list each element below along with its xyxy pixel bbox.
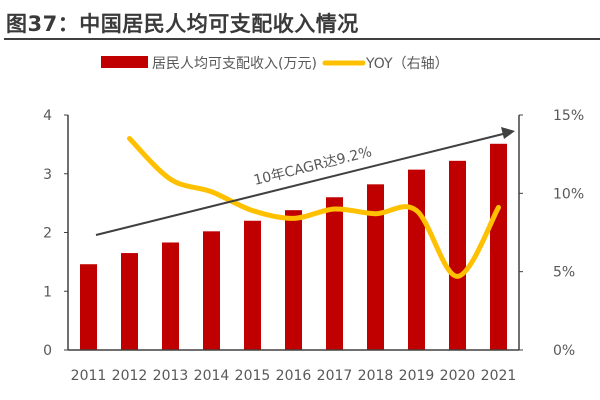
- left-tick-label: 3: [43, 167, 52, 183]
- bar-2011: [80, 264, 97, 350]
- bar-2021: [490, 143, 507, 350]
- legend-swatch-bar: [101, 56, 148, 68]
- left-tick-label: 4: [43, 108, 52, 124]
- cagr-arrow: [95, 132, 506, 236]
- x-tick-label: 2021: [481, 368, 517, 384]
- right-tick-label: 5%: [553, 265, 575, 281]
- left-tick-label: 1: [43, 284, 52, 300]
- arrow-head-icon: [501, 127, 515, 139]
- bar-2012: [121, 253, 138, 350]
- x-tick-label: 2012: [112, 368, 148, 384]
- right-tick-label: 10%: [553, 186, 584, 202]
- legend: 居民人均可支配收入(万元) YOY（右轴）: [101, 56, 449, 72]
- x-tick-label: 2015: [235, 368, 271, 384]
- x-tick-label: 2014: [194, 368, 230, 384]
- right-tick-label: 0%: [553, 343, 575, 359]
- legend-label-income: 居民人均可支配收入(万元): [152, 56, 317, 72]
- x-tick-label: 2017: [317, 368, 353, 384]
- x-tick-label: 2020: [440, 368, 476, 384]
- x-tick-label: 2011: [71, 368, 107, 384]
- title-divider: [4, 38, 600, 40]
- x-tick-label: 2018: [358, 368, 394, 384]
- x-tick-label: 2016: [276, 368, 312, 384]
- chart-title: 图37：中国居民人均可支配收入情况: [6, 12, 359, 36]
- left-tick-label: 2: [43, 226, 52, 242]
- bar-2014: [203, 231, 220, 350]
- left-tick-label: 0: [43, 343, 52, 359]
- bar-2018: [367, 184, 384, 350]
- legend-label-yoy: YOY（右轴）: [365, 56, 449, 72]
- yoy-line: [127, 136, 501, 279]
- right-tick-label: 15%: [553, 108, 584, 124]
- bar-2020: [449, 160, 466, 350]
- x-tick-label: 2019: [399, 368, 435, 384]
- bar-2016: [285, 210, 302, 350]
- bar-2019: [408, 169, 425, 350]
- bar-2013: [162, 242, 179, 350]
- bar-2017: [326, 197, 343, 350]
- x-tick-label: 2013: [153, 368, 189, 384]
- bar-2015: [244, 220, 261, 350]
